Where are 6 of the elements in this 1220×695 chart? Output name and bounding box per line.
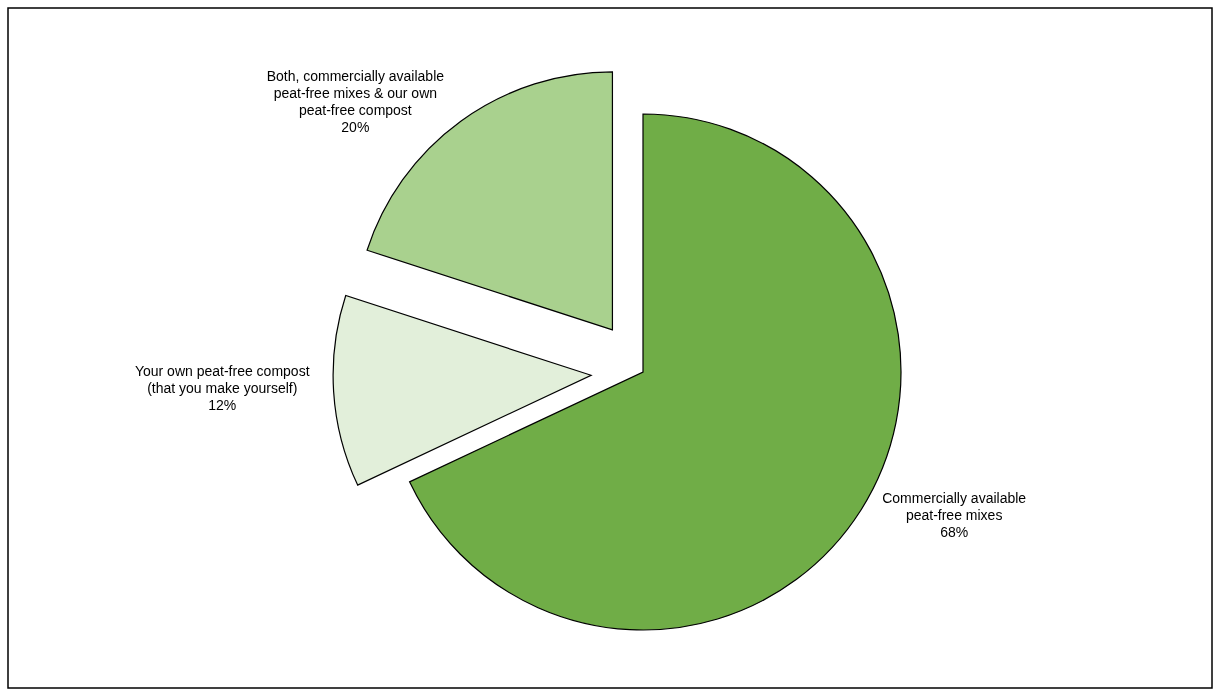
data-label: 20% <box>341 119 370 136</box>
data-label: 68% <box>940 523 969 540</box>
slice-label: Both, commercially available peat-free mixes & our own peat-free compost <box>266 68 445 119</box>
slice-label: Your own peat-free compost (that you make yourself) <box>134 362 310 396</box>
data-label: 12% <box>208 396 237 413</box>
slice-label: Commercially available peat-free mixes <box>882 489 1027 523</box>
